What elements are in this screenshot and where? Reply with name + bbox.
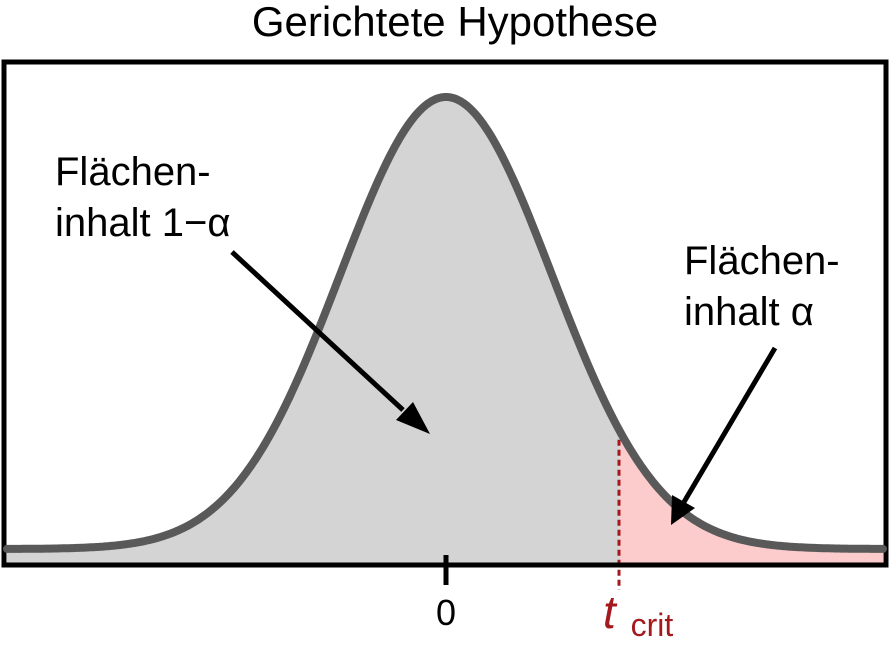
zero-label: 0 (436, 592, 456, 633)
rejection-region (619, 429, 883, 563)
left-area-label-line1: Flächen- (55, 150, 211, 194)
left-arrow (230, 250, 430, 434)
diagram-title: Gerichtete Hypothese (252, 0, 658, 45)
critical-main-label: t (603, 586, 618, 638)
left-area-label-line2: inhalt 1−α (55, 201, 230, 245)
density-curve (3, 93, 887, 553)
critical-value-label: t crit (603, 586, 673, 641)
right-area-label-line2: inhalt α (684, 290, 814, 334)
acceptance-region (7, 97, 619, 563)
right-area-label-line1: Flächen- (684, 239, 840, 283)
critical-sub-label: crit (631, 607, 674, 641)
right-arrow (671, 346, 778, 525)
